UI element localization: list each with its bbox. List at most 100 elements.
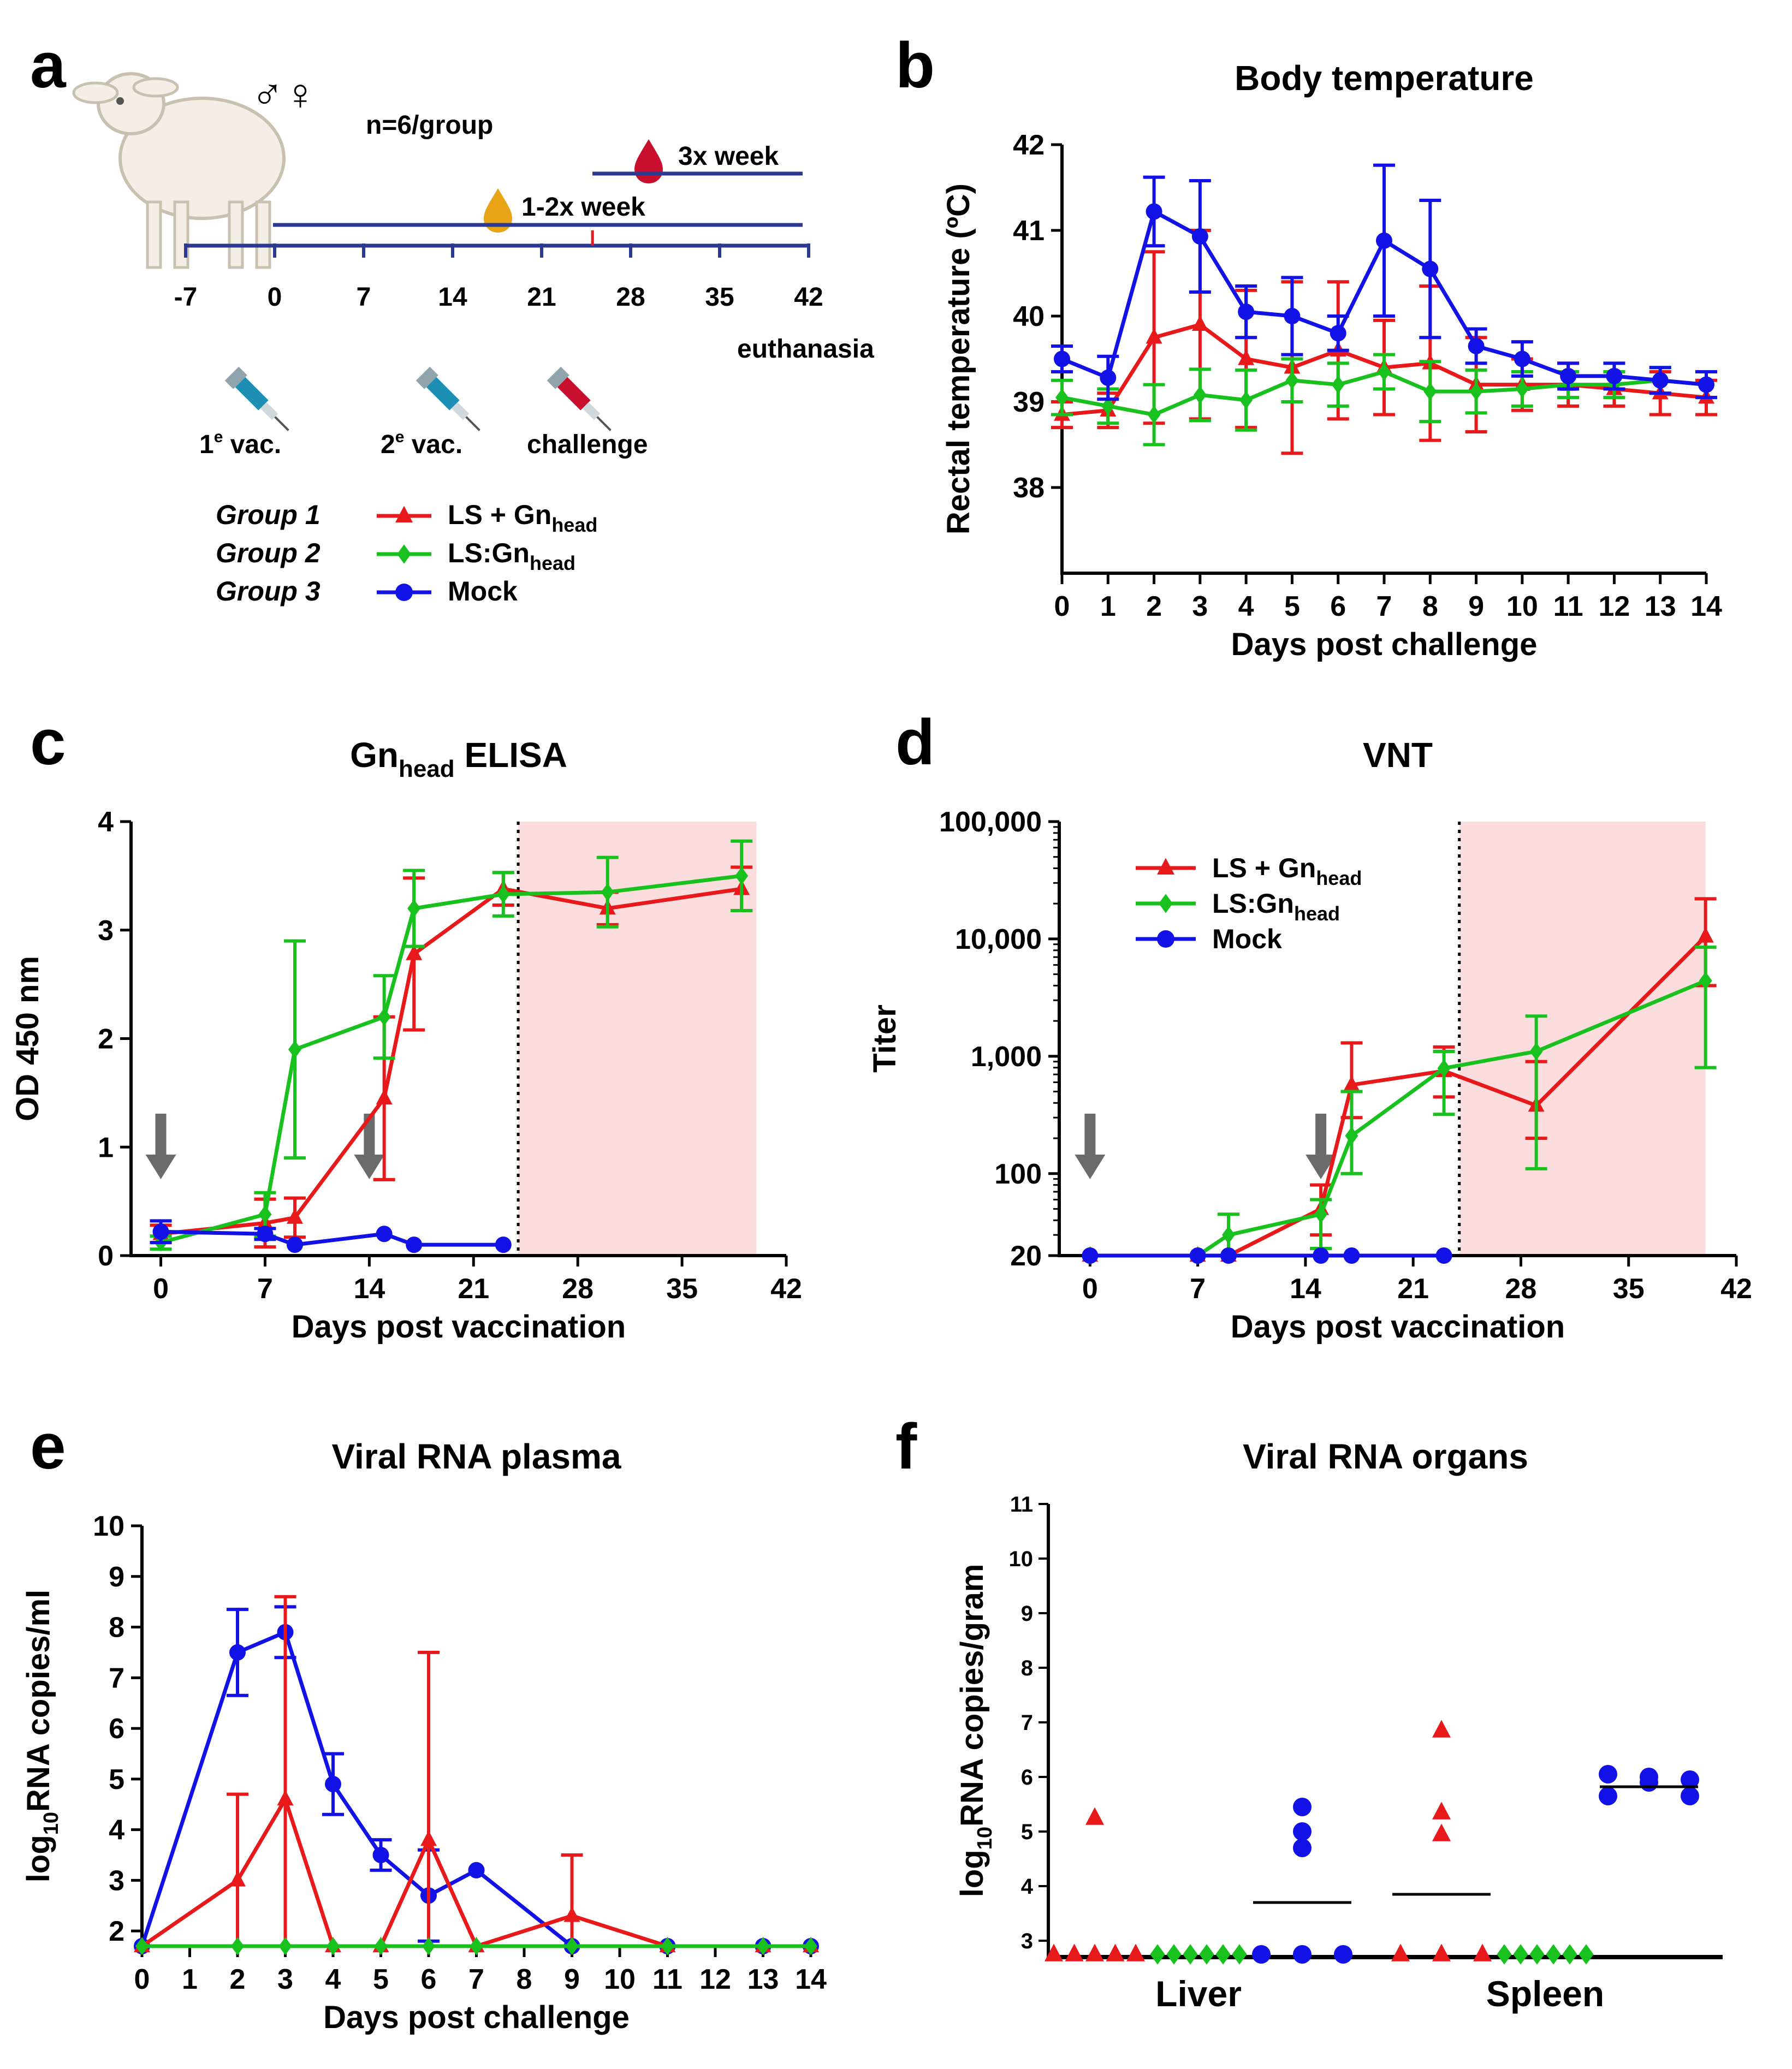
data-point <box>1085 1943 1104 1961</box>
y-axis-label-main: log <box>954 1850 990 1897</box>
data-point <box>258 1205 272 1223</box>
x-tick-label: 12 <box>1599 591 1630 622</box>
data-point <box>1293 1798 1312 1816</box>
bleed-frequency-1-2x: 1-2x week <box>521 193 645 222</box>
group-spleen-ls-gnhead <box>1497 1944 1594 1965</box>
x-tick-label: 42 <box>1720 1273 1752 1305</box>
data-point <box>756 1937 770 1955</box>
x-tick-label: 0 <box>1054 591 1070 622</box>
series-line <box>161 887 742 1236</box>
data-point <box>1193 385 1207 404</box>
x-tick-label: 0 <box>153 1273 169 1305</box>
panel-label-d: d <box>895 706 935 778</box>
chart-title: Viral RNA organs <box>1243 1437 1528 1476</box>
x-tick-label: 11 <box>1553 591 1583 622</box>
data-point <box>229 1871 246 1887</box>
data-point <box>1106 1943 1125 1961</box>
data-point <box>1473 1943 1492 1961</box>
data-point <box>1314 1205 1328 1223</box>
legend-label-sub: head <box>1316 867 1362 889</box>
y-axis-label-rest: RNA copies/ml <box>21 1590 56 1812</box>
y-axis-label-sub: 10 <box>974 1827 996 1850</box>
timeline-tick-label: 7 <box>357 283 371 312</box>
event-2-number: 2 <box>381 430 395 459</box>
legend-label-main: Mock <box>1212 924 1282 954</box>
y-axis-label: OD 450 nm <box>10 956 45 1121</box>
data-point <box>1652 372 1669 389</box>
data-point <box>1126 1943 1145 1961</box>
group-liver-mock <box>1252 1798 1352 1964</box>
group-2-label: Group 2 <box>216 538 321 568</box>
series-mock <box>1051 163 1717 401</box>
x-tick-label: 21 <box>458 1273 489 1305</box>
y-tick-label: 4 <box>98 806 114 838</box>
panel-label-b: b <box>895 29 935 102</box>
y-axis-label: log10RNA copies/ml <box>21 1590 63 1882</box>
x-tick-label: 21 <box>1397 1273 1429 1305</box>
x-tick-label: 35 <box>666 1273 698 1305</box>
x-tick-label: 14 <box>795 1964 827 1995</box>
data-point <box>1681 1787 1699 1805</box>
vaccination-arrow-head <box>1306 1155 1337 1179</box>
legend-label-main: LS + Gn <box>1212 853 1316 883</box>
y-tick-label: 5 <box>109 1764 124 1795</box>
series-ls-gnhead <box>135 1937 817 1955</box>
data-point <box>1562 1944 1577 1965</box>
data-point <box>1699 972 1712 990</box>
data-point <box>229 1644 246 1661</box>
y-tick-label: 4 <box>109 1815 124 1846</box>
data-point <box>1101 397 1115 415</box>
timeline-tick-label: 35 <box>705 283 734 312</box>
legend-marker <box>1157 858 1174 875</box>
timeline-tick-label: 14 <box>438 283 467 312</box>
data-point <box>1065 1943 1084 1961</box>
y-tick-label: 11 <box>1010 1493 1033 1517</box>
data-point <box>1293 1839 1312 1857</box>
data-point <box>327 1937 340 1955</box>
data-point <box>1232 1944 1247 1965</box>
vaccination-arrow-head <box>145 1155 176 1179</box>
legend-label: Mock <box>1212 924 1282 954</box>
data-point <box>1529 1042 1543 1061</box>
legend-ls-plus-gn-sub: head <box>551 514 597 536</box>
y-tick-label: 100,000 <box>939 806 1042 838</box>
legend-marker <box>1159 894 1173 913</box>
series-mock <box>1082 1247 1452 1264</box>
data-point <box>372 1847 389 1864</box>
vaccination-arrow-shaft <box>1084 1114 1096 1157</box>
data-point <box>1222 1226 1235 1244</box>
y-tick-label: 1 <box>98 1132 114 1163</box>
timeline-tick-label: 28 <box>616 283 645 312</box>
data-point <box>1681 1770 1699 1789</box>
event-2-superscript: e <box>395 428 405 446</box>
group-3-label: Group 3 <box>216 576 321 607</box>
x-tick-label: 8 <box>517 1964 532 1995</box>
data-point <box>1166 1944 1182 1965</box>
y-tick-label: 9 <box>109 1561 124 1593</box>
data-point <box>406 944 423 960</box>
y-axis-label: Rectal temperature (ºC) <box>941 183 976 534</box>
panel-label-a: a <box>30 29 67 102</box>
y-tick-label: 39 <box>1013 387 1045 418</box>
data-point <box>495 1236 512 1253</box>
y-tick-label: 9 <box>1021 1602 1033 1626</box>
chart-title-rest: ELISA <box>455 735 567 775</box>
y-tick-label: 6 <box>109 1713 124 1745</box>
event-1-number: 1 <box>199 430 214 459</box>
y-axis-label-main: log <box>21 1835 56 1882</box>
legend-entry-ls-colon-gnhead: LS:Gnhead <box>448 538 575 574</box>
x-tick-label: 1 <box>1100 591 1116 622</box>
data-point <box>1082 1247 1099 1264</box>
panel-label-f: f <box>895 1411 917 1483</box>
y-tick-label: 2 <box>98 1024 114 1055</box>
data-point <box>376 1089 393 1105</box>
x-tick-label: 14 <box>353 1273 385 1305</box>
event-label-challenge: challenge <box>527 430 648 459</box>
y-tick-label: 20 <box>1010 1240 1042 1272</box>
group-spleen-ls-gnhead <box>1391 1720 1492 1961</box>
chart-title-main: Gn <box>350 735 399 775</box>
data-point <box>565 1937 579 1955</box>
data-point <box>563 1906 580 1922</box>
